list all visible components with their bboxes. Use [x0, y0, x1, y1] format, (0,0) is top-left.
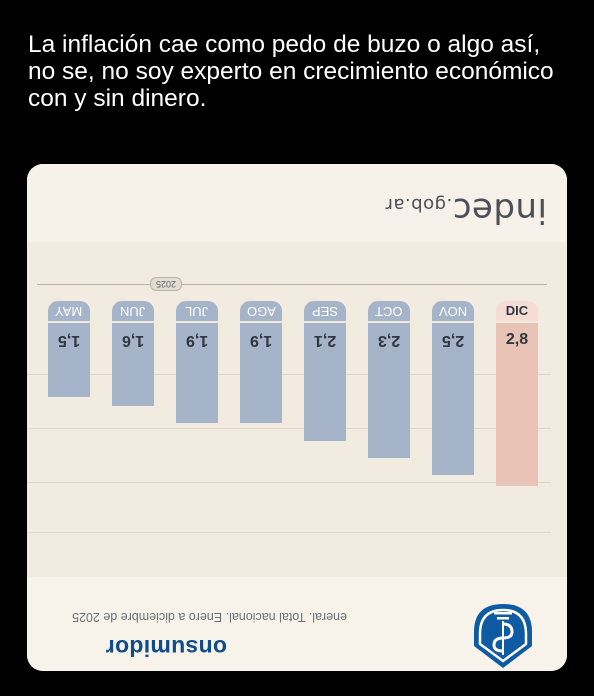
- value-label-text: 2,3: [377, 332, 401, 349]
- value-bar: [48, 323, 90, 397]
- value-label: 1,9: [240, 331, 282, 349]
- value-bar: [368, 323, 410, 458]
- gridline: [27, 428, 551, 429]
- chart-band: [27, 242, 567, 577]
- month-label: JUL: [176, 301, 218, 321]
- month-label: AGO: [240, 301, 282, 321]
- indec-logo-main: indec: [452, 190, 547, 230]
- month-label: SEP: [304, 301, 346, 321]
- gridline: [27, 374, 551, 375]
- value-label-text: 2,1: [313, 332, 337, 349]
- value-bar: [496, 323, 538, 486]
- value-bar: [304, 323, 346, 441]
- month-label-text: AGO: [246, 304, 276, 319]
- month-label: NOV: [432, 301, 474, 321]
- value-bar: [432, 323, 474, 475]
- value-label: 2,5: [432, 331, 474, 349]
- month-label-text: JUL: [185, 304, 209, 319]
- month-label: OCT: [368, 301, 410, 321]
- value-label-text: 1,5: [57, 332, 81, 349]
- value-label: 1,6: [112, 331, 154, 349]
- source-note: eneral. Total nacional. Enero a diciembr…: [72, 610, 347, 624]
- value-label-text: 2,8: [505, 331, 529, 348]
- image-card[interactable]: indec.gob.ar 2025 MAY 1,5 JUN 1,6 JUL 1,9 AGO 1…: [27, 164, 567, 671]
- value-label-text: 1,9: [185, 332, 209, 349]
- value-bar: [240, 323, 282, 423]
- indec-logo-suffix: .gob.ar: [385, 194, 453, 215]
- value-label: 2,1: [304, 331, 346, 349]
- value-label: 1,9: [176, 331, 218, 349]
- value-label: 2,3: [368, 331, 410, 349]
- year-axis-line: [37, 284, 547, 285]
- post-text: La inflación cae como pedo de buzo o alg…: [28, 31, 554, 112]
- brand-name: onsumidor: [105, 635, 227, 661]
- card-header-area: indec.gob.ar: [27, 164, 567, 242]
- value-label: 2,8: [496, 331, 538, 349]
- value-bar: [112, 323, 154, 406]
- month-label: MAY: [48, 301, 90, 321]
- month-label: DIC: [496, 301, 538, 321]
- value-label-text: 1,9: [249, 332, 273, 349]
- month-label-text: JUN: [120, 304, 146, 319]
- shield-emblem-icon: [474, 604, 532, 668]
- month-label-text: NOV: [438, 304, 468, 319]
- month-label-text: OCT: [375, 304, 403, 319]
- gridline: [27, 532, 551, 533]
- value-label: 1,5: [48, 331, 90, 349]
- value-label-text: 1,6: [121, 332, 145, 349]
- month-label-text: DIC: [505, 303, 529, 318]
- month-label: JUN: [112, 301, 154, 321]
- month-label-text: SEP: [311, 304, 338, 319]
- year-tag: 2025: [150, 277, 182, 291]
- indec-logo: indec.gob.ar: [385, 186, 547, 230]
- value-label-text: 2,5: [441, 332, 465, 349]
- month-label-text: MAY: [55, 304, 83, 319]
- value-bar: [176, 323, 218, 423]
- gridline: [27, 482, 551, 483]
